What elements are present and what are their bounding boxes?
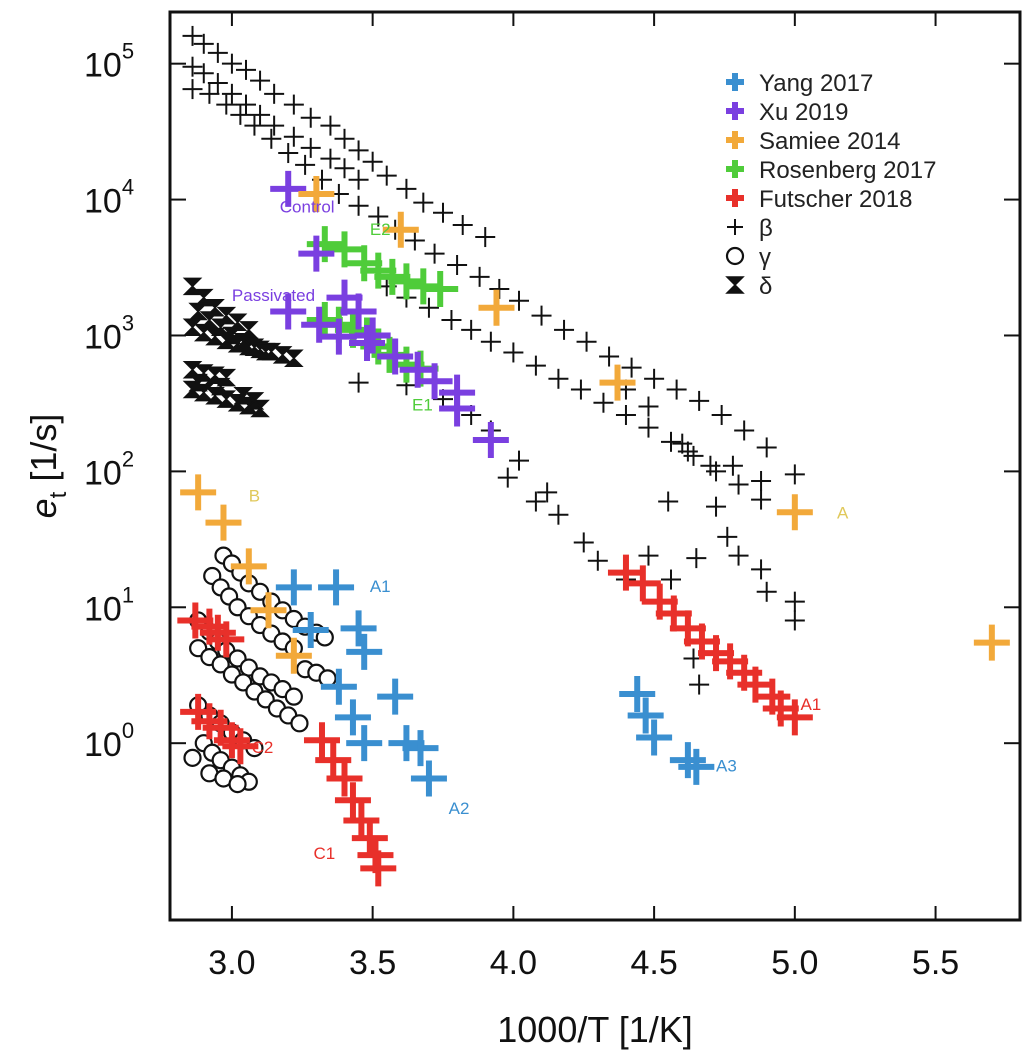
plot-frame [168,10,1022,922]
annotation-label: Control [280,198,335,217]
data-point [210,318,231,336]
series-xu-2019 [270,170,509,459]
annotation-label: Passivated [232,286,315,305]
data-point [290,714,309,733]
series-- [182,25,805,695]
data-point [228,774,247,794]
series-futscher-2018 [177,554,813,887]
x-tick-label: 4.0 [490,944,537,982]
data-point [284,687,303,706]
data-point [199,311,220,329]
annotation-label: A1 [800,695,821,714]
annotation-label: E1 [412,396,433,415]
y-tick-base: 10 [84,454,122,492]
data-point [255,342,276,361]
annotation-label: C1 [314,844,336,863]
y-tick-base: 10 [84,726,122,764]
y-tick-label: 100 [84,718,134,764]
legend-label: Futscher 2018 [759,186,912,213]
data-point [188,373,208,392]
legend-entry: Xu 2019 [726,99,848,126]
legend-label: Samiee 2014 [759,128,900,155]
x-axis-title: 1000/T [1/K] [497,1009,692,1050]
y-tick-base: 10 [84,183,122,221]
data-point [284,349,304,367]
y-tick-label: 105 [84,39,134,85]
legend-entry: Yang 2017 [726,70,873,97]
legend-marker [725,246,745,266]
legend-label: γ [759,244,771,271]
data-point [233,332,253,351]
annotation-label: B [249,487,260,506]
y-tick-label: 104 [84,175,134,221]
legend-entry: β [727,215,773,242]
legend-label: Rosenberg 2017 [759,157,936,184]
y-tick-label: 101 [84,582,134,628]
legend-label: Yang 2017 [759,70,873,97]
y-tick-label: 102 [84,446,134,492]
y-tick-exponent: 2 [122,446,134,471]
x-tick-label: 4.5 [630,944,677,982]
data-point [216,368,237,387]
y-axis-title-subscript: t [45,491,72,498]
legend-entry: δ [725,273,772,300]
y-tick-exponent: 0 [122,718,134,743]
annotation-label: A2 [449,799,470,818]
x-tick-label: 5.0 [771,944,818,982]
annotation-label: E2 [370,220,391,239]
y-axis-title: et [1/s] [23,414,72,519]
data-point [250,582,270,601]
annotation-label: A1 [370,577,391,596]
legend-entry: Rosenberg 2017 [726,157,936,184]
data-point [183,748,202,767]
y-tick-exponent: 3 [122,310,134,335]
legend-label: δ [759,273,772,300]
x-tick-label: 3.0 [208,944,255,982]
y-tick-exponent: 1 [122,582,134,607]
x-tick-label: 3.5 [349,944,396,982]
data-point [182,360,203,379]
data-point [233,387,253,405]
legend-entry: γ [725,244,771,271]
annotation-label: C2 [252,738,274,757]
data-point [272,346,293,364]
annotation-label: A [837,504,849,523]
y-tick-base: 10 [84,590,122,628]
legend-label: Xu 2019 [759,99,848,126]
legend-label: β [759,215,773,242]
y-tick-exponent: 5 [122,39,134,64]
legend-entry: Futscher 2018 [726,186,912,213]
x-tick-label: 5.5 [912,944,959,982]
series-samiee-2014 [180,175,1010,674]
y-tick-base: 10 [84,47,122,85]
data-point [227,393,248,412]
data-point [244,338,265,356]
series-yang-2017 [275,569,715,797]
series-- [182,277,304,418]
data-point [222,326,242,345]
y-axis-title-symbol: e [23,498,64,518]
data-point [244,392,265,410]
annotations: Control Passivated E2 E1 B A A1 A2 A3 A1 C2 C1 [232,198,849,863]
annotation-label: A3 [716,756,737,775]
data-point [188,302,208,321]
data-point [182,380,203,399]
legend-entry: Samiee 2014 [726,128,900,155]
y-axis-title-unit: [1/s] [23,414,64,492]
data-point [210,377,231,396]
y-tick-base: 10 [84,318,122,356]
data-points [177,25,1010,887]
y-tick-label: 103 [84,310,134,356]
legend-marker [725,276,745,294]
data-point [211,655,230,674]
y-tick-exponent: 4 [122,175,134,200]
